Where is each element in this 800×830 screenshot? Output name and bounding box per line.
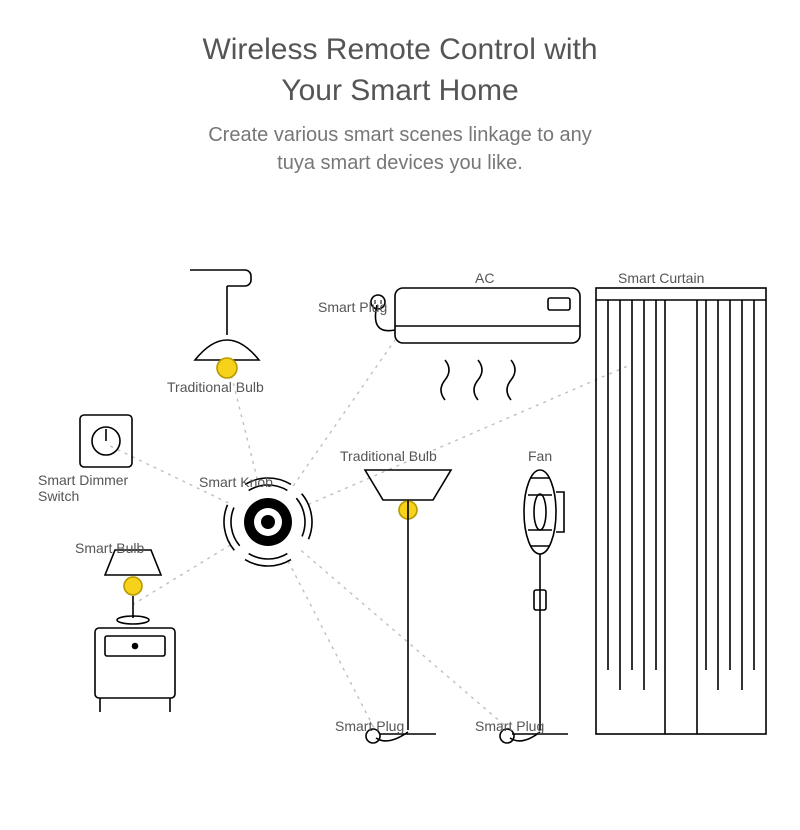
- label-smart-dimmer-switch: Smart Dimmer Switch: [38, 472, 128, 504]
- label-smart-bulb: Smart Bulb: [75, 540, 144, 556]
- label-smart-plug-ac: Smart Plug: [318, 299, 387, 315]
- label-traditional-bulb-pendant: Traditional Bulb: [167, 379, 264, 395]
- pendant-lamp-icon: [190, 270, 259, 378]
- label-fan: Fan: [528, 448, 552, 464]
- dimmer-switch-icon: [80, 415, 132, 467]
- label-smart-curtain: Smart Curtain: [618, 270, 704, 286]
- smart-curtain-icon: [596, 288, 766, 734]
- connection-lines: [108, 340, 630, 730]
- fan-icon: [500, 470, 568, 743]
- label-smart-plug-fan: Smart Plug: [475, 718, 544, 734]
- label-smart-knob: Smart Knob: [199, 474, 273, 490]
- label-traditional-bulb-floor: Traditional Bulb: [340, 448, 437, 464]
- label-smart-plug-floorlamp: Smart Plug: [335, 718, 404, 734]
- smart-bulb-lamp-icon: [95, 550, 175, 712]
- diagram-stage: [0, 30, 800, 830]
- label-ac: AC: [475, 270, 494, 286]
- smart-knob-icon: [224, 478, 312, 566]
- ac-unit-icon: [371, 288, 580, 400]
- floor-lamp-icon: [365, 470, 451, 743]
